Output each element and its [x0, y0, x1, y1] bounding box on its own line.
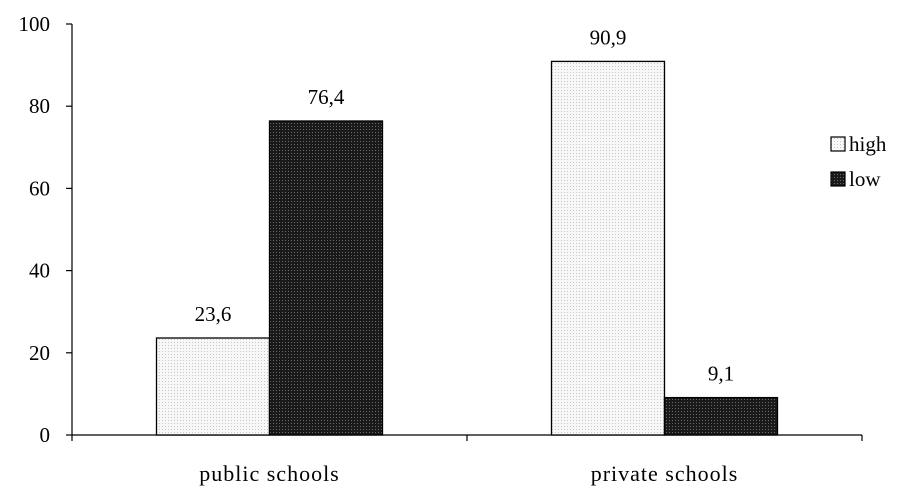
y-tick-label: 20: [29, 341, 50, 365]
category-labels: public schools private schools: [199, 461, 739, 486]
legend-swatch-low: [830, 171, 846, 187]
bar-low-1: [663, 396, 779, 436]
data-label-high-0: 23,6: [195, 302, 232, 326]
bar-high-1: [550, 60, 666, 436]
legend-label-high: high: [849, 132, 887, 156]
legend: high low: [830, 132, 887, 191]
legend-swatch-high: [830, 136, 846, 152]
y-tick-label: 40: [29, 259, 50, 283]
data-label-low-0: 76,4: [308, 85, 345, 109]
y-ticks: 0 20 40 60 80 100: [19, 12, 72, 447]
y-tick-label: 100: [19, 12, 51, 36]
data-label-high-1: 90,9: [590, 25, 627, 49]
y-tick-label: 0: [40, 423, 51, 447]
bars: [155, 60, 779, 436]
x-ticks: [71, 435, 863, 441]
category-label: private schools: [591, 461, 739, 486]
y-tick-label: 80: [29, 94, 50, 118]
bar-low-0: [268, 120, 384, 436]
legend-label-low: low: [849, 167, 881, 191]
y-tick-label: 60: [29, 176, 50, 200]
bar-high-0: [155, 337, 271, 436]
category-label: public schools: [199, 461, 340, 486]
data-labels: 23,6 76,4 90,9 9,1: [195, 25, 735, 385]
data-label-low-1: 9,1: [708, 362, 734, 386]
